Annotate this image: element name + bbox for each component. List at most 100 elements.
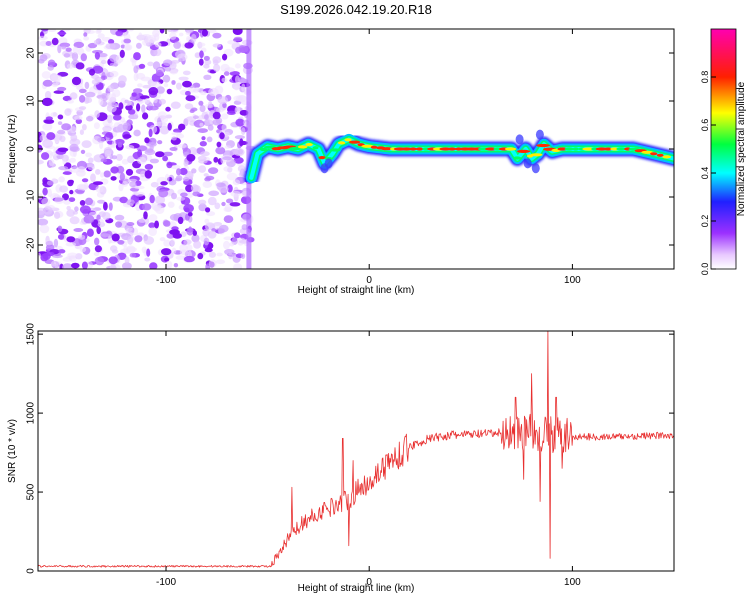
noise-speckle	[200, 90, 207, 96]
noise-speckle	[133, 129, 141, 137]
noise-speckle	[171, 80, 176, 85]
noise-speckle	[196, 42, 206, 47]
noise-speckle	[221, 201, 226, 207]
noise-edge	[246, 29, 252, 269]
noise-speckle	[79, 129, 84, 135]
noise-speckle	[235, 75, 240, 84]
noise-speckle	[237, 165, 246, 173]
noise-speckle	[53, 90, 65, 94]
noise-speckle	[203, 74, 212, 81]
noise-speckle	[240, 127, 246, 135]
noise-speckle	[66, 209, 75, 217]
noise-speckle	[39, 54, 48, 62]
noise-speckle	[83, 36, 90, 41]
noise-speckle	[155, 151, 165, 158]
colorbar-tick-label: 0.4	[700, 167, 710, 180]
noise-speckle	[80, 53, 88, 62]
noise-speckle	[204, 59, 212, 65]
noise-speckle	[109, 70, 119, 78]
noise-speckle	[171, 192, 177, 200]
noise-speckle	[227, 40, 237, 45]
noise-speckle	[133, 65, 139, 74]
noise-speckle	[204, 218, 210, 224]
noise-speckle	[86, 30, 95, 34]
noise-speckle	[81, 261, 88, 269]
noise-speckle	[216, 182, 226, 188]
noise-speckle	[233, 148, 245, 157]
noise-speckle	[241, 83, 246, 92]
noise-speckle	[180, 192, 188, 198]
noise-speckle	[199, 105, 206, 113]
noise-speckle	[148, 128, 153, 138]
carrier-hotspot	[370, 145, 378, 149]
noise-speckle	[42, 187, 48, 196]
noise-speckle	[125, 227, 135, 235]
snr-ytick-label: 0	[26, 568, 37, 574]
carrier-hotspot	[513, 156, 522, 160]
noise-speckle	[114, 214, 125, 221]
noise-speckle	[72, 211, 78, 215]
noise-speckle	[47, 29, 57, 33]
noise-speckle	[126, 247, 138, 252]
noise-speckle	[100, 172, 105, 178]
noise-speckle	[207, 29, 217, 34]
noise-speckle	[98, 97, 104, 106]
noise-speckle	[134, 191, 145, 197]
noise-speckle	[65, 242, 77, 247]
noise-speckle	[241, 224, 248, 231]
noise-speckle	[100, 75, 108, 80]
noise-speckle	[227, 184, 233, 193]
noise-speckle	[149, 158, 159, 164]
noise-speckle	[82, 124, 87, 131]
noise-speckle	[75, 62, 85, 70]
noise-speckle	[212, 111, 221, 120]
noise-speckle	[156, 86, 165, 94]
noise-speckle	[41, 97, 53, 107]
noise-speckle	[154, 220, 160, 229]
carrier-hotspot	[415, 147, 424, 151]
noise-speckle	[67, 252, 78, 258]
noise-speckle	[53, 238, 59, 248]
noise-speckle	[215, 259, 226, 265]
noise-speckle	[108, 256, 118, 265]
noise-speckle	[45, 116, 53, 121]
noise-speckle	[136, 72, 146, 80]
noise-speckle	[208, 259, 217, 268]
noise-speckle	[100, 59, 107, 65]
noise-speckle	[161, 248, 172, 256]
carrier-hotspot	[400, 147, 413, 151]
noise-speckle	[127, 236, 134, 245]
noise-speckle	[58, 234, 65, 240]
noise-speckle	[84, 91, 96, 98]
noise-speckle	[148, 227, 157, 237]
noise-speckle	[115, 153, 123, 161]
noise-speckle	[107, 114, 113, 124]
noise-speckle	[233, 85, 240, 91]
noise-speckle	[95, 185, 104, 193]
noise-speckle	[123, 245, 129, 254]
noise-speckle	[142, 112, 149, 120]
noise-speckle	[109, 263, 121, 269]
noise-speckle	[169, 32, 177, 40]
noise-speckle	[240, 253, 246, 259]
noise-speckle	[46, 132, 56, 141]
noise-speckle	[121, 158, 129, 165]
noise-speckle	[126, 222, 135, 226]
snr-series-line	[38, 331, 674, 568]
noise-speckle	[171, 131, 182, 136]
noise-speckle	[57, 147, 69, 153]
noise-speckle	[208, 251, 216, 258]
carrier-hotspot	[305, 143, 313, 147]
noise-speckle	[93, 251, 100, 257]
noise-speckle	[115, 30, 123, 36]
noise-speckle	[97, 33, 105, 39]
noise-speckle	[102, 125, 112, 132]
noise-speckle	[85, 152, 92, 158]
noise-speckle	[124, 256, 130, 265]
noise-speckle	[141, 203, 152, 211]
noise-speckle	[80, 149, 86, 154]
noise-speckle	[207, 196, 217, 206]
noise-speckle	[221, 113, 229, 120]
noise-speckle	[125, 145, 135, 150]
